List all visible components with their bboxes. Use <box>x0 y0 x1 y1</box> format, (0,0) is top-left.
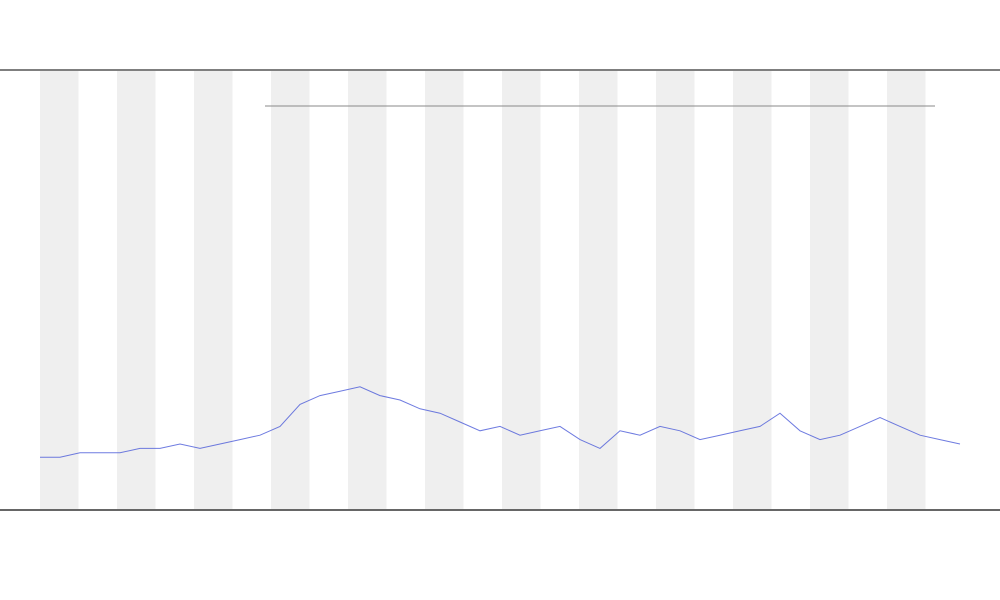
band <box>810 71 849 509</box>
series-line <box>40 386 961 458</box>
band <box>348 71 387 509</box>
band <box>887 71 926 509</box>
band <box>40 71 79 509</box>
band <box>579 71 618 509</box>
band <box>117 71 156 509</box>
band <box>656 71 695 509</box>
bands <box>40 71 926 509</box>
band <box>425 71 464 509</box>
band <box>194 71 233 509</box>
band <box>271 71 310 509</box>
band <box>502 71 541 509</box>
band <box>733 71 772 509</box>
